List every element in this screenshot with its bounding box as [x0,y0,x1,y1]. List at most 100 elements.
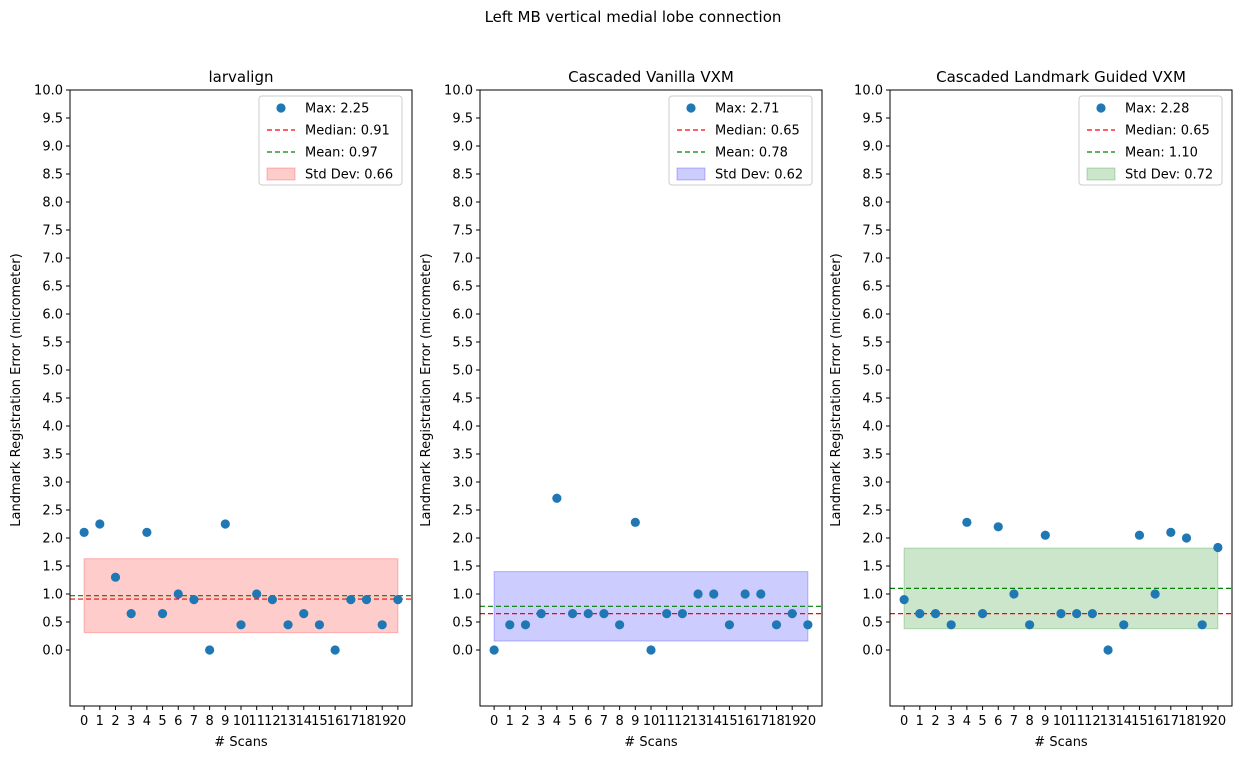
y-tick-label: 2.5 [862,504,883,519]
x-tick-label: 9 [221,714,229,729]
y-tick-label: 8.0 [42,196,63,211]
x-tick-label: 1 [916,714,924,729]
data-point [1119,620,1129,630]
data-point [646,645,656,655]
data-point [189,595,199,605]
y-tick-label: 4.0 [862,420,883,435]
y-tick-label: 7.5 [862,224,883,239]
data-point [615,620,625,630]
x-tick-label: 2 [521,714,529,729]
data-point [771,620,782,630]
data-point [1009,589,1019,599]
y-tick-label: 2.5 [452,504,473,519]
x-tick-label: 14 [705,714,722,729]
legend-max-marker [1096,103,1106,113]
legend: Max: 2.71 Median: 0.65 Mean: 0.78 Std Dev: … [668,95,813,186]
x-tick-label: 20 [1210,714,1227,729]
y-tick-label: 2.5 [42,504,63,519]
legend-median-label: Median: 0.91 [305,124,390,139]
legend-median-label: Median: 0.65 [1125,124,1210,139]
x-tick-label: 12 [264,714,281,729]
legend: Max: 2.25 Median: 0.91 Mean: 0.97 Std Dev: … [258,95,403,186]
x-tick-label: 16 [737,714,754,729]
data-point [899,595,909,605]
y-tick-label: 5.0 [42,364,63,379]
data-point [930,609,941,619]
data-point [1181,533,1192,543]
y-tick-label: 8.5 [452,168,473,183]
x-tick-label: 5 [568,714,576,729]
data-point [205,645,215,655]
y-tick-label: 7.0 [862,252,883,267]
data-point [142,527,152,538]
y-tick-label: 9.0 [862,140,883,155]
x-tick-label: 15 [311,714,328,729]
y-tick-label: 9.5 [42,112,63,127]
x-tick-label: 13 [280,714,297,729]
y-tick-label: 5.5 [42,336,63,351]
y-tick-label: 1.5 [42,560,63,575]
legend-box [668,95,813,186]
y-tick-label: 3.0 [452,476,473,491]
data-point [662,609,672,619]
legend-max-marker [276,103,286,113]
y-tick-label: 0.0 [452,644,473,659]
y-tick-label: 3.0 [42,476,63,491]
y-tick-label: 7.0 [42,252,63,267]
x-tick-label: 3 [537,714,545,729]
x-tick-label: 2 [111,714,119,729]
data-point [361,595,372,605]
legend-max-label: Max: 2.25 [305,102,369,117]
panel-1: 0.0 0.5 1.0 1.5 2.0 2.5 3.0 3.5 4.0 4.5 5.0 5.5 6.0 6… [419,68,823,750]
legend-mean-label: Mean: 0.78 [715,146,788,161]
x-tick-label: 9 [1041,714,1049,729]
x-tick-label: 16 [327,714,344,729]
data-point [915,609,925,619]
data-point [993,522,1003,532]
data-point [962,517,972,527]
x-tick-label: 4 [963,714,971,729]
data-point [1072,609,1082,619]
y-tick-label: 1.0 [42,588,63,603]
data-point [1103,645,1113,655]
data-point [1056,609,1066,619]
data-point [252,589,262,599]
data-point [567,609,578,619]
x-axis-label: # Scans [624,735,678,750]
data-point [977,609,988,619]
x-tick-label: 12 [1084,714,1101,729]
y-tick-label: 10.0 [444,84,473,99]
data-point [536,609,546,619]
x-tick-label: 0 [80,714,88,729]
x-tick-label: 7 [190,714,198,729]
y-tick-label: 3.0 [862,476,883,491]
x-tick-label: 2 [931,714,939,729]
x-tick-label: 15 [1131,714,1148,729]
data-point [299,609,309,619]
data-point [110,572,121,582]
x-axis-label: # Scans [214,735,268,750]
y-axis-label: Landmark Registration Error (micrometer) [9,253,24,526]
data-point [1025,620,1035,630]
legend-max-label: Max: 2.28 [1125,102,1189,117]
x-tick-label: 6 [584,714,592,729]
data-point [693,589,703,599]
data-point [489,645,499,655]
data-point [126,609,136,619]
legend-mean-label: Mean: 0.97 [305,146,378,161]
y-tick-label: 4.0 [42,420,63,435]
y-tick-label: 2.0 [862,532,883,547]
legend-std-label: Std Dev: 0.66 [305,168,393,183]
x-tick-label: 17 [343,714,360,729]
legend-std-patch [1086,167,1116,181]
x-tick-label: 20 [390,714,407,729]
x-tick-label: 17 [753,714,770,729]
data-point [173,589,183,599]
y-tick-label: 6.5 [452,280,473,295]
x-tick-label: 11 [248,714,265,729]
y-tick-label: 1.5 [452,560,473,575]
data-point [583,609,593,619]
legend-box [258,95,403,186]
data-point [677,609,687,619]
x-tick-label: 3 [947,714,955,729]
